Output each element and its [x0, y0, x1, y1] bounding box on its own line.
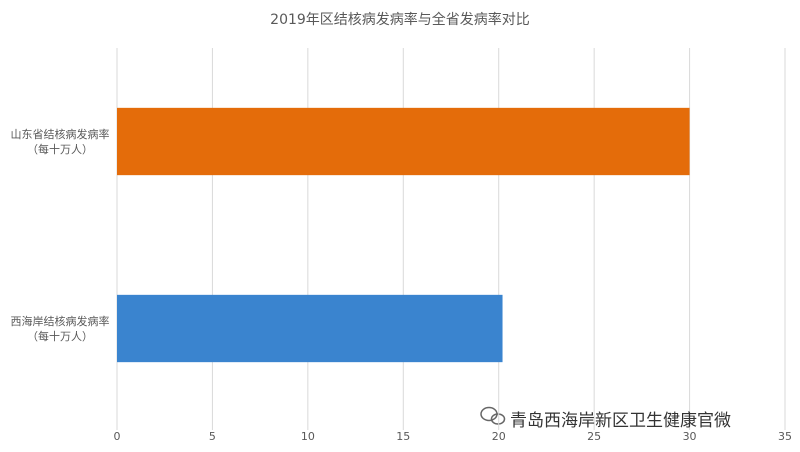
x-tick-label: 20: [492, 430, 506, 443]
x-tick-label: 30: [683, 430, 697, 443]
wechat-icon: [480, 406, 506, 425]
x-tick-label: 35: [778, 430, 792, 443]
watermark: 青岛西海岸新区卫生健康官微: [510, 411, 731, 431]
chart-title: 2019年区结核病发病率与全省发病率对比: [270, 11, 530, 28]
x-tick-label: 10: [301, 430, 315, 443]
bar: [117, 107, 690, 176]
y-tick-label: 山东省结核病发病率 （每十万人）: [10, 127, 110, 156]
x-tick-label: 15: [396, 430, 410, 443]
bar: [117, 294, 503, 363]
x-tick-label: 5: [209, 430, 216, 443]
x-tick-label: 25: [587, 430, 601, 443]
x-tick-label: 0: [114, 430, 121, 443]
y-tick-label: 西海岸结核病发病率 （每十万人）: [10, 314, 110, 343]
